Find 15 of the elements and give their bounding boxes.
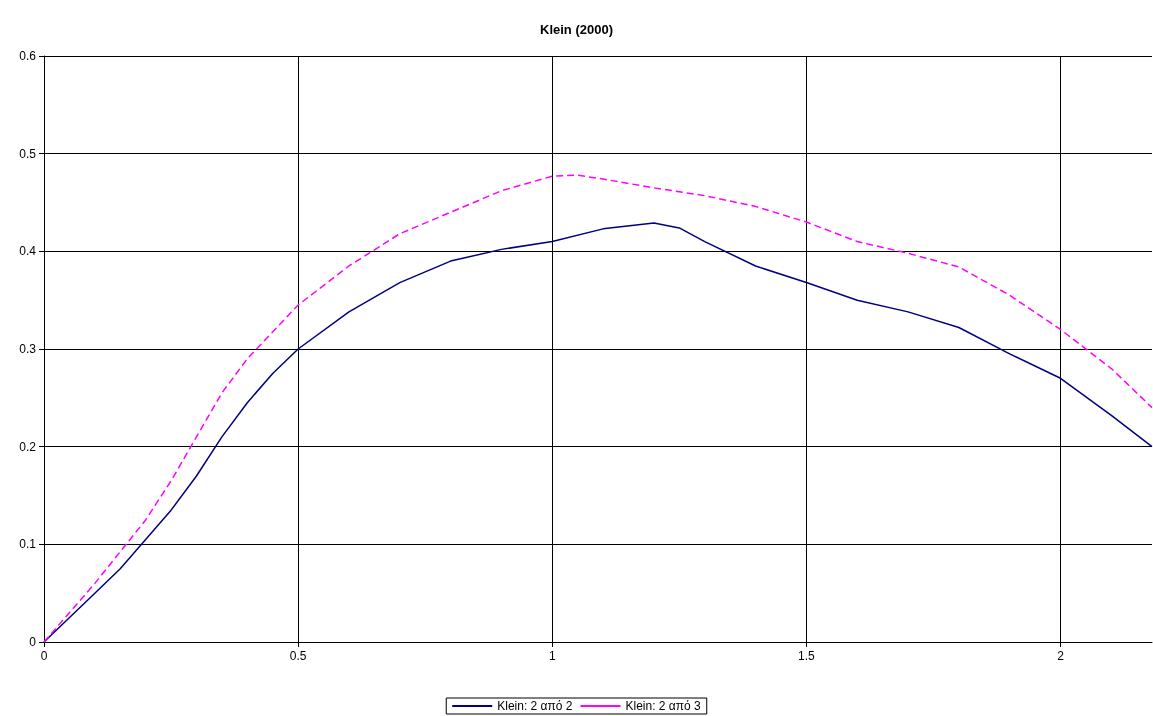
y-tick-label: 0.5 <box>19 146 37 161</box>
chart-title: Klein (2000) <box>540 22 613 37</box>
x-tick-label: 1 <box>548 649 556 663</box>
x-tick-label: 0.5 <box>289 649 307 663</box>
y-tick-label: 0.6 <box>19 49 37 63</box>
x-tick-label: 0 <box>40 649 48 663</box>
y-tick-label: 0.2 <box>19 439 37 454</box>
y-tick-label: 0.1 <box>19 537 37 552</box>
legend-label: Klein: 2 από 3 <box>625 699 702 713</box>
y-tick-label: 0.4 <box>19 244 37 259</box>
x-tick-label: 1.5 <box>798 649 816 663</box>
y-tick-label: 0.3 <box>19 342 37 356</box>
legend-label: Klein: 2 από 2 <box>497 699 573 713</box>
y-tick-label: 0 <box>29 635 37 649</box>
x-tick-label: 2 <box>1057 649 1065 663</box>
